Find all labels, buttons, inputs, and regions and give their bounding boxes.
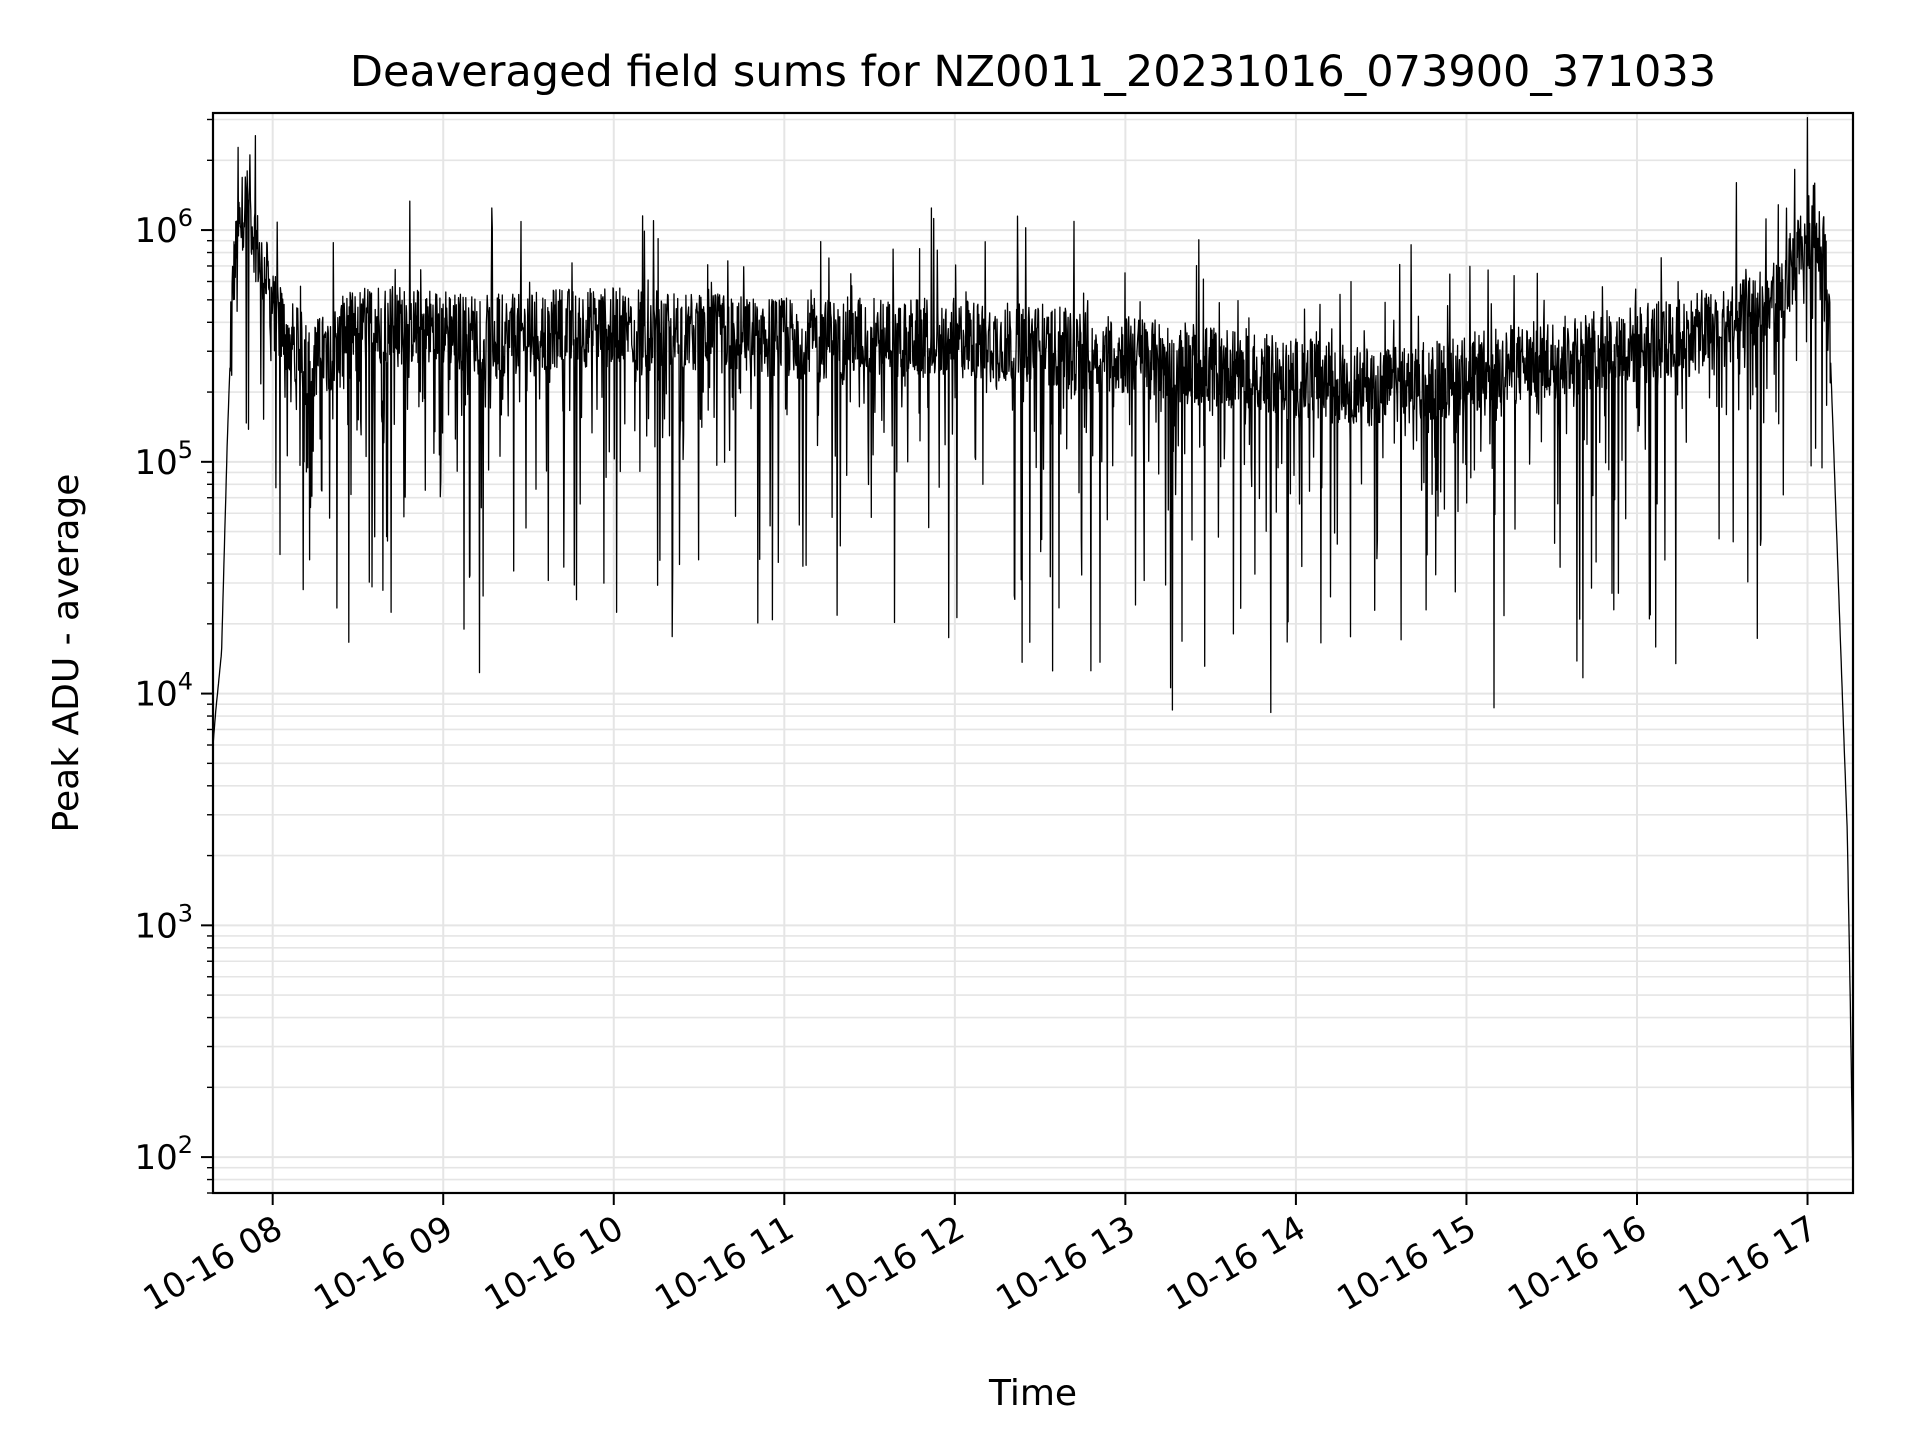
y-tick-label-3: 105 bbox=[134, 436, 193, 483]
y-tick-label-1: 103 bbox=[134, 899, 193, 946]
y-tick-label-0: 102 bbox=[134, 1131, 193, 1178]
plot-area bbox=[212, 116, 1854, 1180]
x-axis-label: Time bbox=[988, 1373, 1077, 1414]
y-axis: 102 103 104 105 106 bbox=[134, 118, 213, 1194]
plot-frame bbox=[211, 111, 1855, 1195]
series-line bbox=[212, 116, 1854, 1180]
chart-title: Deaveraged field sums for NZ0011_2023101… bbox=[350, 47, 1716, 97]
y-tick-label-4: 106 bbox=[134, 204, 193, 251]
y-axis-label: Peak ADU - average bbox=[46, 474, 87, 833]
y-tick-label-2: 104 bbox=[134, 668, 193, 715]
